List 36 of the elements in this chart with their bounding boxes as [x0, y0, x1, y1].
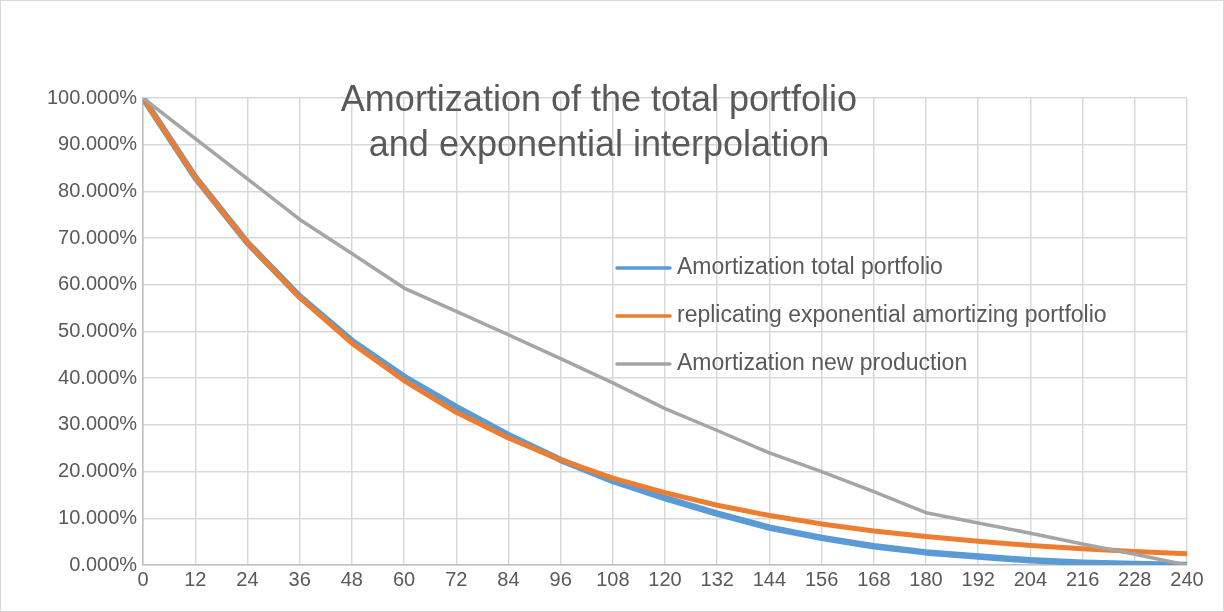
- x-tick-label: 72: [445, 567, 468, 590]
- legend-label: Amortization new production: [677, 349, 968, 376]
- y-tick-label: 70.000%: [58, 225, 138, 248]
- x-tick-label: 120: [648, 567, 682, 590]
- y-tick-label: 30.000%: [58, 412, 138, 435]
- x-tick-label: 0: [137, 567, 149, 590]
- x-tick-label: 168: [857, 567, 891, 590]
- legend-label: replicating exponential amortizing portfolio: [677, 301, 1107, 328]
- x-tick-label: 216: [1065, 567, 1100, 590]
- legend-label: Amortization total portfolio: [677, 253, 943, 280]
- x-tick-label: 204: [1013, 567, 1048, 590]
- x-tick-label: 60: [392, 567, 416, 590]
- x-tick-label: 228: [1118, 567, 1152, 590]
- x-tick-label: 36: [288, 567, 311, 590]
- y-tick-label: 20.000%: [58, 459, 138, 482]
- chart-title: Amortization of the total portfolio and exponential interpolation: [340, 77, 858, 164]
- x-tick-label: 240: [1170, 567, 1204, 590]
- x-tick-label: 48: [340, 567, 363, 590]
- x-tick-label: 84: [497, 567, 520, 590]
- y-tick-label: 50.000%: [58, 319, 138, 342]
- x-tick-label: 144: [752, 567, 787, 590]
- x-tick-label: 192: [961, 567, 995, 590]
- y-tick-label: 0.000%: [69, 552, 138, 575]
- y-tick-label: 40.000%: [58, 365, 138, 388]
- y-tick-label: 90.000%: [58, 132, 138, 155]
- x-tick-label: 108: [596, 567, 630, 590]
- y-tick-label: 60.000%: [58, 272, 138, 295]
- x-tick-label: 156: [804, 567, 839, 590]
- x-tick-label: 12: [184, 567, 207, 590]
- x-tick-label: 96: [549, 567, 572, 590]
- x-tick-label: 132: [700, 567, 734, 590]
- x-tick-label: 24: [236, 567, 259, 590]
- y-tick-label: 100.000%: [47, 85, 138, 108]
- y-tick-label: 80.000%: [58, 178, 138, 201]
- x-tick-label: 180: [909, 567, 943, 590]
- y-tick-label: 10.000%: [58, 505, 138, 528]
